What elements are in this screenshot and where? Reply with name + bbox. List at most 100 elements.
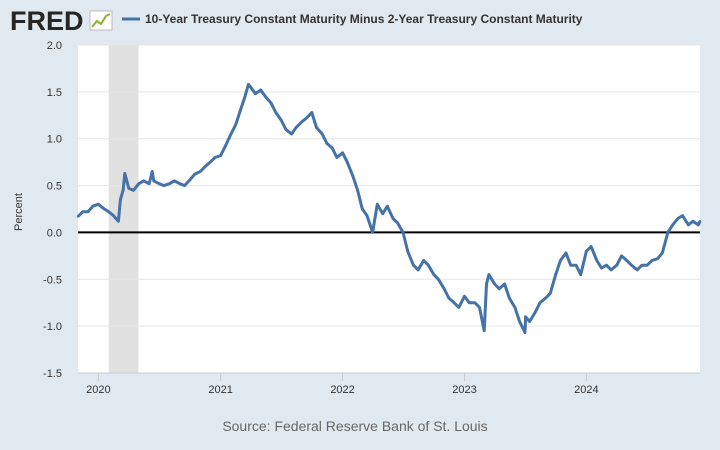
series-line: [76, 82, 702, 335]
data-point: [478, 306, 481, 309]
data-point: [524, 315, 527, 318]
data-point: [132, 189, 135, 192]
data-point: [305, 116, 308, 120]
data-point: [315, 126, 318, 129]
data-point: [697, 223, 700, 227]
data-point: [666, 231, 670, 234]
recession-band: [108, 45, 139, 373]
data-point: [188, 178, 192, 182]
data-point: [513, 306, 517, 309]
line-chart-icon: [89, 10, 113, 31]
y-tick-label: -0.5: [43, 274, 62, 286]
data-point: [534, 310, 537, 314]
data-point: [605, 264, 608, 267]
data-point: [437, 278, 440, 281]
data-point: [538, 301, 542, 304]
data-point: [249, 86, 252, 89]
data-point: [173, 179, 176, 183]
y-tick-label: -1.5: [43, 368, 62, 380]
data-point: [239, 109, 242, 112]
data-point: [356, 189, 359, 192]
x-tick-label: 2020: [86, 384, 110, 396]
data-point: [183, 184, 186, 187]
data-point: [589, 245, 593, 248]
fred-logo-text: FRED: [10, 6, 84, 36]
data-point: [203, 165, 207, 168]
data-point: [325, 142, 329, 145]
data-point: [600, 266, 603, 270]
data-point: [158, 182, 161, 185]
data-point: [269, 101, 273, 105]
data-point: [137, 182, 140, 185]
data-point: [656, 257, 659, 260]
y-tick-label: 0.5: [47, 181, 62, 193]
data-point: [396, 221, 399, 225]
data-point: [493, 282, 496, 286]
data-point: [243, 95, 247, 98]
data-point: [463, 295, 466, 298]
data-point: [691, 220, 695, 223]
data-point: [452, 301, 456, 304]
recession-shading-layer: [108, 45, 139, 373]
data-point: [595, 259, 598, 262]
y-tick-label: 0.0: [47, 227, 62, 239]
data-point: [107, 210, 110, 213]
data-point: [554, 273, 557, 276]
y-tick-label: 1.5: [47, 87, 62, 99]
data-point: [508, 296, 511, 300]
data-point: [91, 205, 94, 208]
data-point: [152, 179, 155, 183]
y-axis-ticks: -1.5 -1.0 -0.5 0.0 0.5 1.0 1.5 2.0: [43, 40, 62, 380]
data-point: [121, 189, 125, 192]
data-point: [209, 160, 212, 164]
data-point: [151, 170, 154, 173]
data-point: [112, 214, 115, 217]
data-point: [625, 259, 628, 262]
data-point: [503, 282, 506, 286]
data-point: [274, 111, 277, 114]
data-point: [310, 111, 313, 114]
legend: 10-Year Treasury Constant Maturity Minus…: [122, 12, 583, 26]
data-point: [447, 296, 450, 300]
y-tick-label: 2.0: [47, 40, 62, 52]
x-tick-label: 2023: [452, 384, 476, 396]
data-point: [381, 212, 384, 215]
data-point: [615, 264, 618, 267]
legend-label: 10-Year Treasury Constant Maturity Minus…: [145, 12, 583, 26]
x-tick-label: 2024: [574, 384, 598, 396]
data-point: [127, 187, 130, 190]
data-point: [523, 331, 527, 334]
data-point: [391, 217, 395, 220]
data-point: [661, 251, 664, 255]
data-point: [698, 220, 702, 223]
data-point: [300, 120, 303, 124]
data-point: [148, 182, 151, 185]
data-point: [544, 296, 547, 300]
y-tick-label: 1.0: [47, 134, 62, 146]
data-point: [229, 132, 233, 136]
data-point: [119, 198, 122, 201]
data-point: [247, 83, 250, 86]
data-point: [636, 268, 639, 272]
data-point: [640, 264, 644, 267]
data-point: [97, 203, 100, 206]
data-point: [650, 259, 654, 262]
data-point: [376, 203, 379, 206]
data-point: [646, 264, 649, 267]
data-point: [351, 175, 355, 178]
data-point: [585, 250, 588, 253]
data-point: [234, 123, 237, 126]
data-point: [168, 182, 171, 185]
data-point: [681, 214, 684, 217]
data-point: [162, 184, 166, 187]
data-point: [361, 207, 364, 211]
data-point: [365, 214, 369, 217]
fred-logo[interactable]: FRED: [10, 6, 113, 36]
data-point: [290, 132, 293, 136]
data-point: [468, 301, 471, 304]
series-layer: [76, 82, 702, 335]
data-point: [142, 179, 145, 183]
data-point: [569, 264, 572, 267]
data-point: [81, 210, 84, 213]
